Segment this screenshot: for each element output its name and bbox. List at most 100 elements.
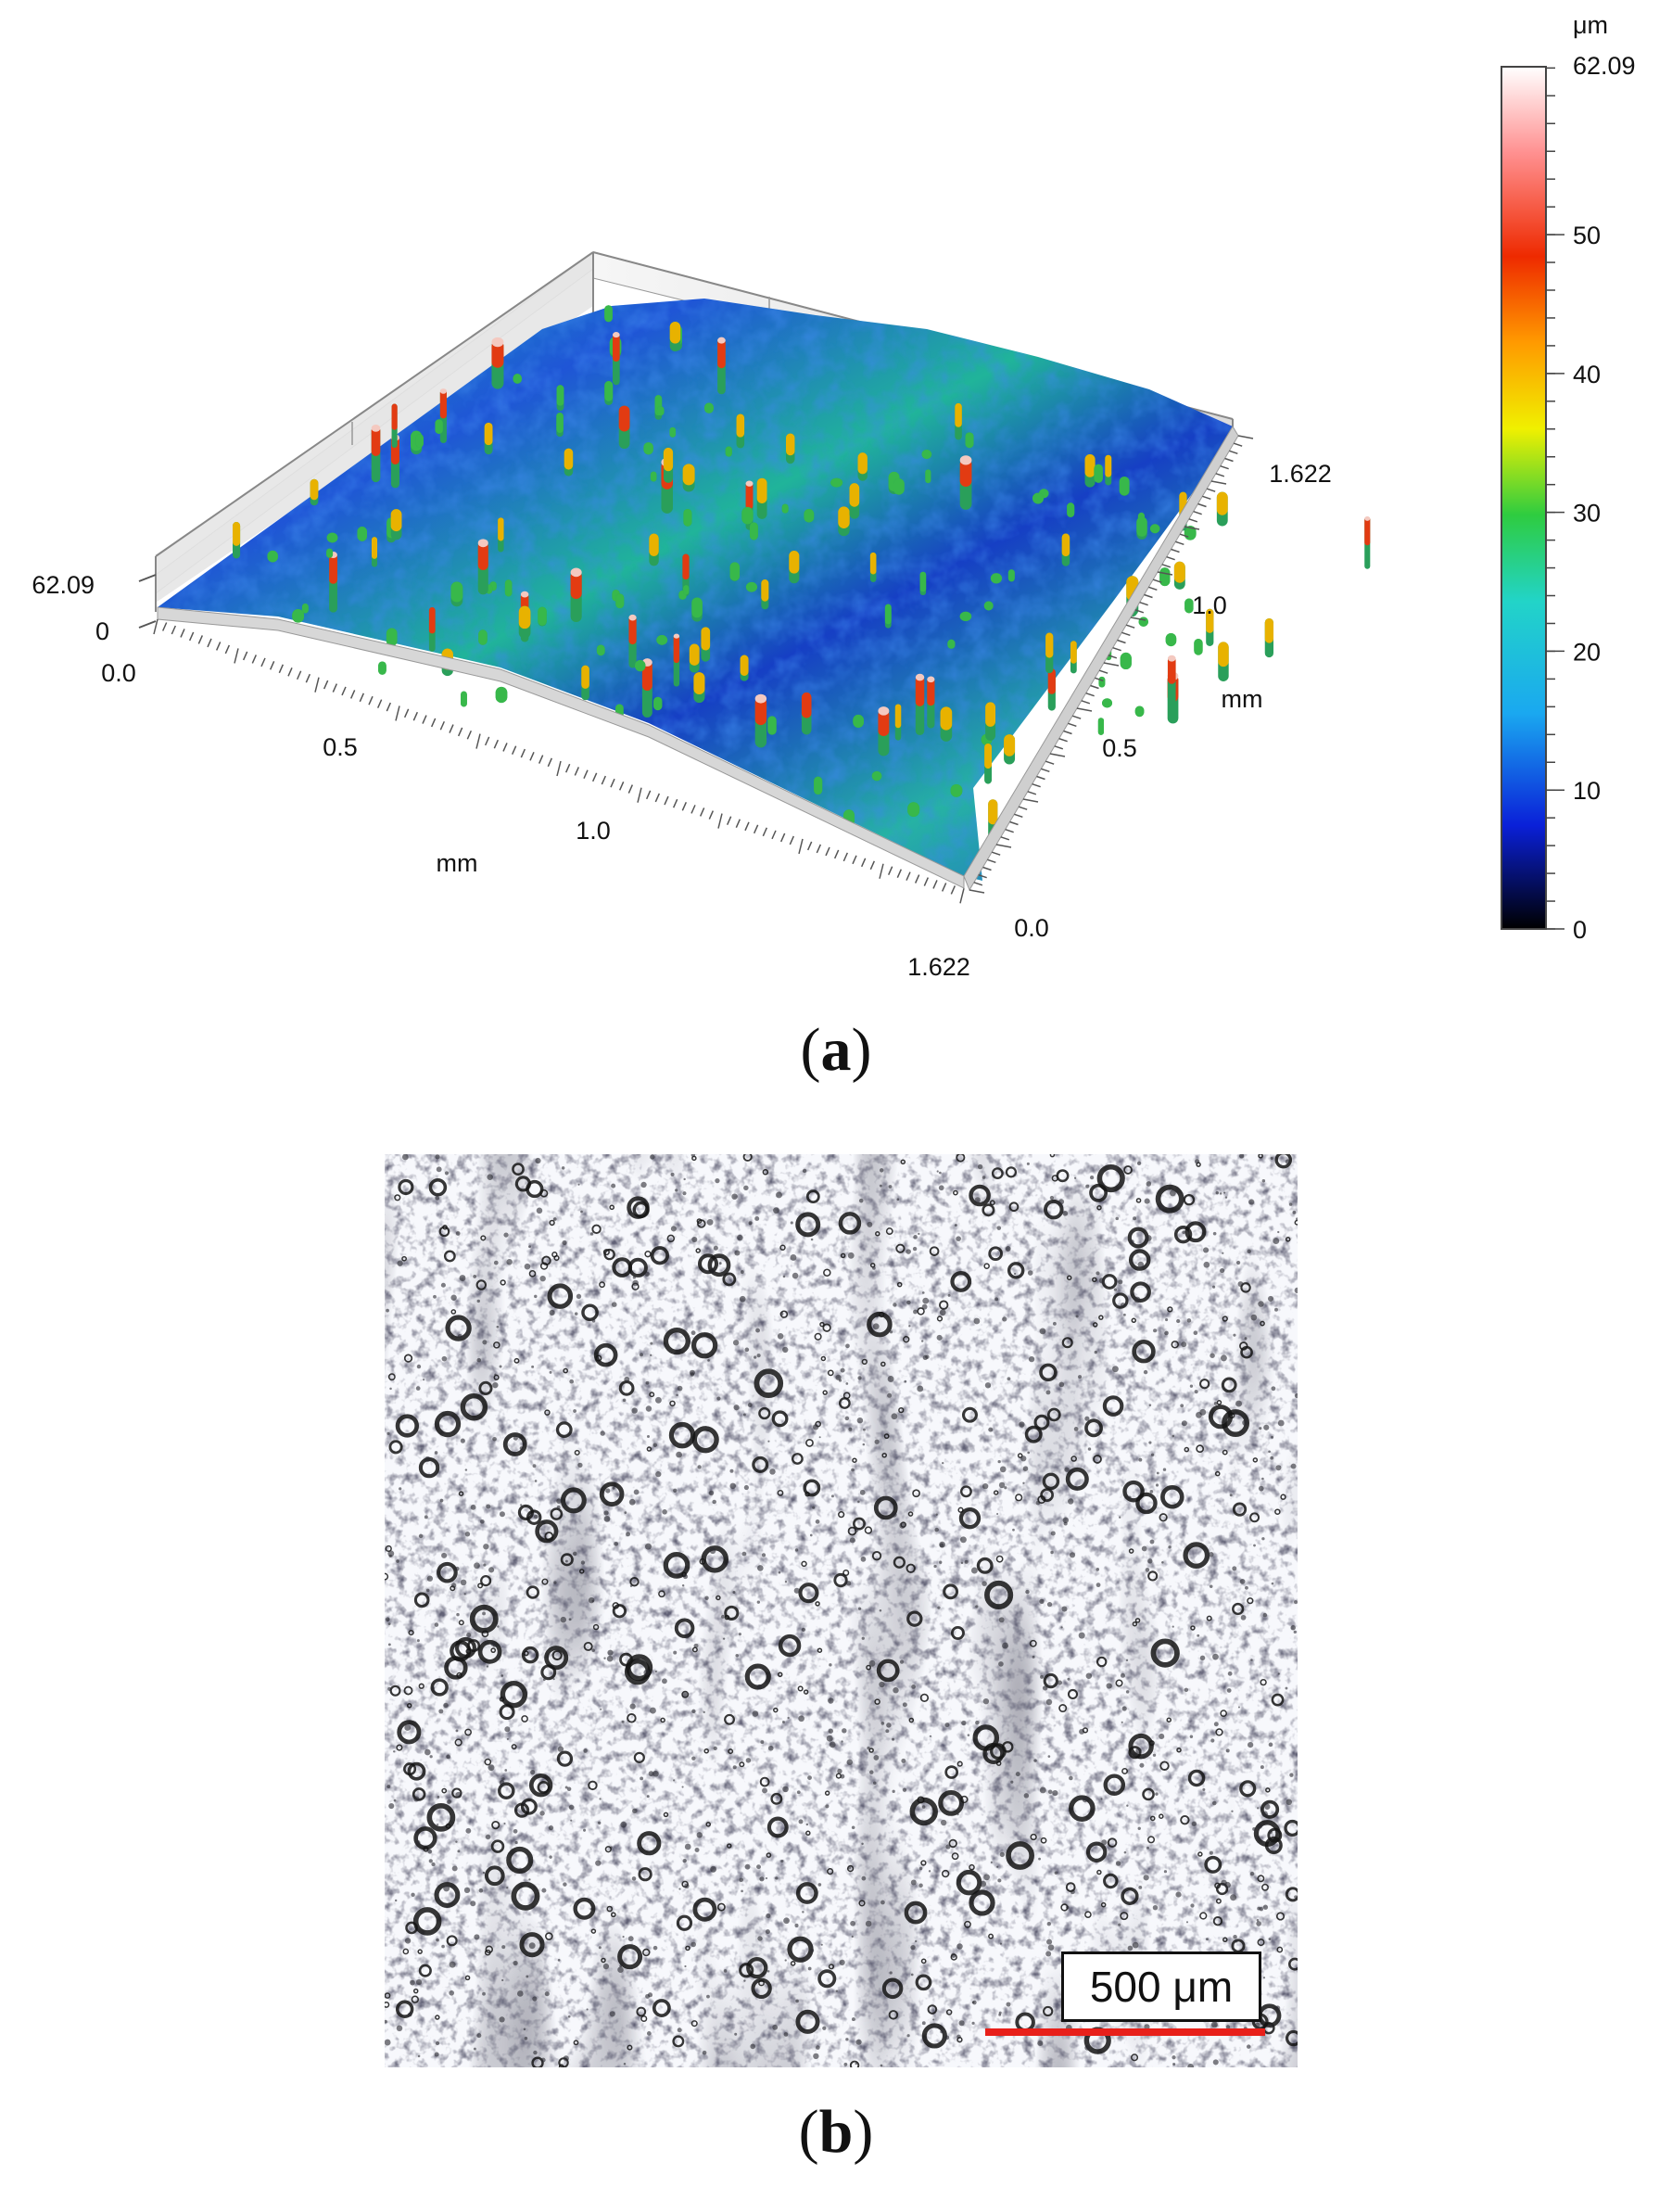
surface-peak xyxy=(1136,516,1147,540)
dark-speck xyxy=(557,1958,561,1962)
dark-speck xyxy=(506,1258,513,1265)
dark-speck xyxy=(1277,1230,1280,1234)
dark-speck xyxy=(643,1669,651,1676)
dark-speck xyxy=(744,1863,751,1870)
pore-ring xyxy=(685,1945,690,1951)
pore-ring xyxy=(929,1246,940,1256)
pore-ring xyxy=(1221,1377,1237,1393)
dark-speck xyxy=(1261,1811,1268,1818)
pore-ring xyxy=(956,1761,963,1767)
dark-speck xyxy=(732,1591,736,1594)
y-axis-tick xyxy=(982,866,992,871)
dark-speck xyxy=(541,1888,547,1893)
pore-ring xyxy=(697,1253,719,1275)
dark-speck xyxy=(607,1649,614,1656)
dark-speck xyxy=(996,1865,999,1868)
pore-ring xyxy=(964,1920,971,1928)
dark-speck xyxy=(1022,1466,1029,1471)
x-axis-tick xyxy=(547,757,553,768)
pore-ring xyxy=(906,1610,923,1627)
pore-ring xyxy=(1058,1704,1068,1713)
pore-ring xyxy=(644,1251,652,1258)
dark-speck xyxy=(947,1293,951,1297)
dark-speck xyxy=(1046,1939,1053,1945)
dark-speck xyxy=(434,1451,438,1455)
surface-peak xyxy=(693,672,705,704)
dark-speck xyxy=(482,1611,486,1616)
dark-speck xyxy=(1137,1826,1141,1831)
dark-speck xyxy=(767,1440,770,1443)
dark-speck xyxy=(1111,1790,1116,1794)
dark-speck xyxy=(524,2036,528,2040)
dark-speck xyxy=(577,1462,583,1468)
dark-speck xyxy=(474,1934,480,1940)
dark-speck xyxy=(479,1519,485,1524)
pore-ring xyxy=(383,2001,390,2008)
y-axis-tick xyxy=(1206,488,1216,492)
x-axis-tick xyxy=(556,760,562,777)
x-axis-tick xyxy=(789,835,795,845)
pore-ring xyxy=(766,1816,789,1838)
dark-speck xyxy=(893,1687,899,1694)
dark-speck xyxy=(436,1938,439,1942)
pore-ring xyxy=(551,1649,563,1661)
pore-ring xyxy=(817,1647,823,1653)
dark-speck xyxy=(829,1663,832,1667)
dark-speck xyxy=(1267,1295,1274,1302)
surface-peak xyxy=(326,548,334,558)
x-axis-tick xyxy=(860,858,867,868)
pore-ring xyxy=(838,1212,862,1235)
pore-ring xyxy=(1043,1672,1058,1689)
pore-ring xyxy=(777,1672,783,1678)
pore-ring xyxy=(1280,1494,1286,1500)
dark-speck xyxy=(851,2017,855,2022)
x-axis-tick xyxy=(466,730,473,740)
dark-speck xyxy=(1058,1199,1065,1205)
y-axis-tick xyxy=(1166,555,1175,561)
dark-speck xyxy=(1294,1600,1298,1605)
y-axis-label: mm xyxy=(1222,685,1263,713)
dark-speck xyxy=(423,1379,425,1381)
pore-ring xyxy=(716,1595,721,1601)
pore-ring xyxy=(609,1204,615,1211)
dark-speck xyxy=(1064,1467,1070,1472)
dark-speck xyxy=(1063,1521,1068,1526)
pore-ring xyxy=(956,1869,982,1896)
dark-speck xyxy=(415,1840,421,1846)
surface-peak xyxy=(498,517,504,553)
dark-speck xyxy=(783,2032,789,2037)
pore-ring xyxy=(550,1507,564,1520)
dark-speck xyxy=(777,1333,784,1340)
pore-ring xyxy=(555,1421,573,1438)
dark-speck xyxy=(697,1465,702,1469)
x-axis-tick xyxy=(341,686,347,696)
pore-ring xyxy=(549,1219,555,1227)
surface-peak xyxy=(491,337,504,389)
dark-speck xyxy=(1039,1786,1046,1794)
dark-speck xyxy=(988,1427,994,1432)
surface-peak xyxy=(683,585,690,595)
dark-speck xyxy=(1161,1561,1164,1564)
y-axis-tick xyxy=(1036,775,1045,781)
pore-ring xyxy=(842,1392,851,1400)
dark-speck xyxy=(434,1622,439,1627)
pore-ring xyxy=(969,1863,975,1871)
pore-ring xyxy=(988,1246,1003,1262)
pore-ring xyxy=(1285,1237,1291,1242)
dark-speck xyxy=(1261,1179,1266,1183)
dark-speck xyxy=(1137,1261,1145,1268)
dark-speck xyxy=(1084,2044,1091,2051)
dark-speck xyxy=(560,1616,567,1623)
dark-speck xyxy=(1230,1894,1237,1901)
dark-speck xyxy=(652,1945,658,1951)
surface-peak xyxy=(618,405,630,450)
x-axis-tick xyxy=(906,871,911,881)
pore-ring xyxy=(983,1263,990,1269)
y-axis-tick xyxy=(987,858,996,864)
pore-ring xyxy=(1100,1901,1107,1908)
dark-speck xyxy=(1210,1353,1215,1358)
dark-speck xyxy=(602,1963,610,1970)
x-axis-tick xyxy=(502,743,508,752)
pore-ring xyxy=(1196,1444,1205,1454)
dark-speck xyxy=(549,1855,552,1859)
